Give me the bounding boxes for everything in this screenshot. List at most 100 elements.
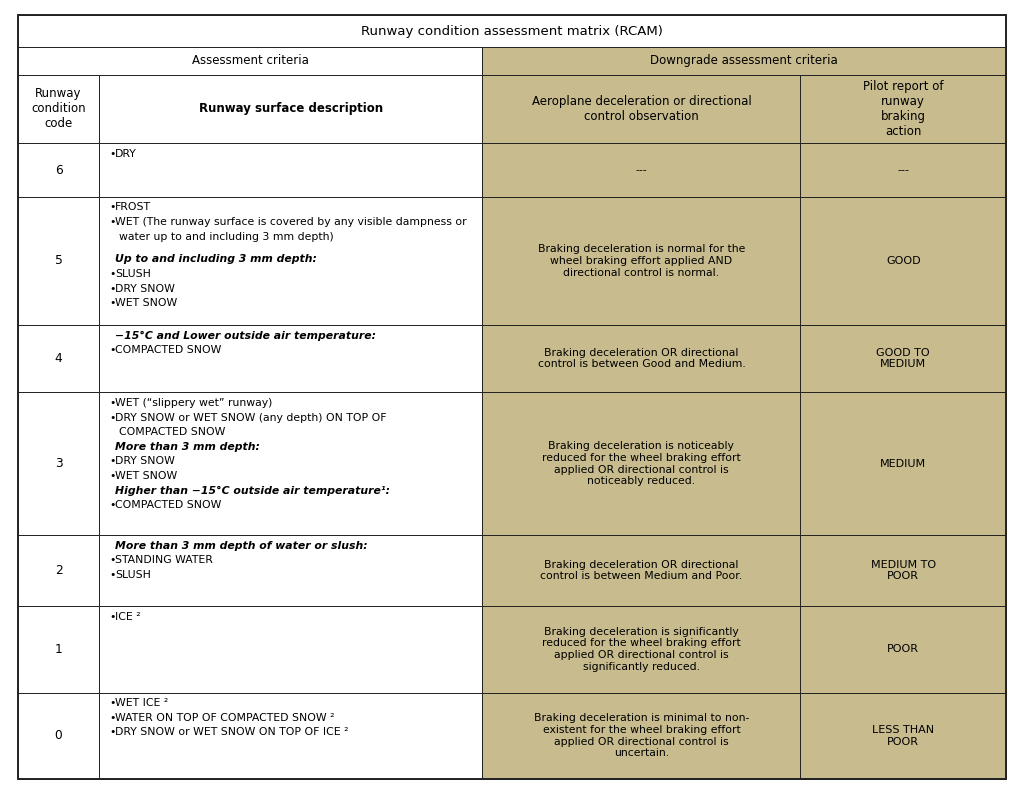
Text: •: • xyxy=(109,500,116,511)
Text: DRY: DRY xyxy=(115,148,137,159)
Text: GOOD: GOOD xyxy=(886,256,921,266)
Text: DRY SNOW: DRY SNOW xyxy=(115,283,175,294)
Text: Higher than −15°C outside air temperature¹:: Higher than −15°C outside air temperatur… xyxy=(115,486,390,495)
Text: Runway
condition
code: Runway condition code xyxy=(31,87,86,130)
Text: WET (The runway surface is covered by any visible dampness or: WET (The runway surface is covered by an… xyxy=(115,217,467,227)
Text: •: • xyxy=(109,148,116,159)
Bar xyxy=(482,144,801,197)
Text: Braking deceleration OR directional
control is between Medium and Poor.: Braking deceleration OR directional cont… xyxy=(541,560,742,581)
Text: POOR: POOR xyxy=(887,644,920,654)
Bar xyxy=(18,144,99,197)
Bar xyxy=(801,606,1006,692)
Text: Braking deceleration OR directional
control is between Good and Medium.: Braking deceleration OR directional cont… xyxy=(538,348,745,369)
Text: WET (“slippery wet” runway): WET (“slippery wet” runway) xyxy=(115,398,272,408)
Bar xyxy=(801,197,1006,325)
Text: SLUSH: SLUSH xyxy=(115,269,151,279)
Bar xyxy=(18,325,99,392)
Bar xyxy=(99,535,482,606)
Text: ICE ²: ICE ² xyxy=(115,611,140,622)
Text: Runway condition assessment matrix (RCAM): Runway condition assessment matrix (RCAM… xyxy=(361,25,663,37)
Bar xyxy=(99,392,482,535)
Text: WET SNOW: WET SNOW xyxy=(115,299,177,308)
Bar xyxy=(99,197,482,325)
Bar xyxy=(482,606,801,692)
Text: •: • xyxy=(109,698,116,708)
Text: Pilot report of
runway
braking
action: Pilot report of runway braking action xyxy=(863,80,943,138)
Text: COMPACTED SNOW: COMPACTED SNOW xyxy=(119,427,225,437)
Text: −15°C and Lower outside air temperature:: −15°C and Lower outside air temperature: xyxy=(115,330,376,341)
Text: •: • xyxy=(109,457,116,466)
Text: Up to and including 3 mm depth:: Up to and including 3 mm depth: xyxy=(115,254,316,264)
Bar xyxy=(18,75,99,144)
Text: WET SNOW: WET SNOW xyxy=(115,471,177,481)
Text: 4: 4 xyxy=(54,353,62,365)
Text: Braking deceleration is noticeably
reduced for the wheel braking effort
applied : Braking deceleration is noticeably reduc… xyxy=(542,441,740,486)
Text: •: • xyxy=(109,611,116,622)
Bar xyxy=(99,325,482,392)
Bar xyxy=(18,535,99,606)
Bar xyxy=(99,75,482,144)
Text: Assessment criteria: Assessment criteria xyxy=(191,54,308,67)
Text: FROST: FROST xyxy=(115,202,151,213)
Bar xyxy=(18,47,482,75)
Bar xyxy=(482,47,1006,75)
Bar xyxy=(801,692,1006,779)
Text: 6: 6 xyxy=(54,164,62,176)
Text: 3: 3 xyxy=(54,457,62,470)
Text: •: • xyxy=(109,471,116,481)
Text: •: • xyxy=(109,413,116,422)
Text: •: • xyxy=(109,217,116,227)
Text: ---: --- xyxy=(636,165,647,175)
Bar xyxy=(18,197,99,325)
Text: COMPACTED SNOW: COMPACTED SNOW xyxy=(115,500,221,511)
Text: SLUSH: SLUSH xyxy=(115,570,151,580)
Bar xyxy=(801,535,1006,606)
Text: •: • xyxy=(109,202,116,213)
Bar xyxy=(99,144,482,197)
Text: DRY SNOW: DRY SNOW xyxy=(115,457,175,466)
Bar xyxy=(18,692,99,779)
Text: •: • xyxy=(109,269,116,279)
Text: STANDING WATER: STANDING WATER xyxy=(115,555,213,565)
Text: •: • xyxy=(109,283,116,294)
Text: Runway surface description: Runway surface description xyxy=(199,102,383,115)
Text: MEDIUM TO
POOR: MEDIUM TO POOR xyxy=(870,560,936,581)
Text: GOOD TO
MEDIUM: GOOD TO MEDIUM xyxy=(877,348,930,369)
Text: 5: 5 xyxy=(54,254,62,268)
Text: DRY SNOW or WET SNOW (any depth) ON TOP OF: DRY SNOW or WET SNOW (any depth) ON TOP … xyxy=(115,413,386,422)
Bar xyxy=(482,535,801,606)
Text: MEDIUM: MEDIUM xyxy=(881,459,927,468)
Bar xyxy=(482,392,801,535)
Text: COMPACTED SNOW: COMPACTED SNOW xyxy=(115,345,221,355)
Text: DRY SNOW or WET SNOW ON TOP OF ICE ²: DRY SNOW or WET SNOW ON TOP OF ICE ² xyxy=(115,727,348,738)
Text: Downgrade assessment criteria: Downgrade assessment criteria xyxy=(650,54,838,67)
Bar xyxy=(99,692,482,779)
Text: •: • xyxy=(109,555,116,565)
Bar xyxy=(482,75,801,144)
Text: Braking deceleration is normal for the
wheel braking effort applied AND
directio: Braking deceleration is normal for the w… xyxy=(538,245,745,278)
Bar xyxy=(18,15,1006,47)
Text: WATER ON TOP OF COMPACTED SNOW ²: WATER ON TOP OF COMPACTED SNOW ² xyxy=(115,713,335,723)
Text: More than 3 mm depth:: More than 3 mm depth: xyxy=(115,441,260,452)
Text: 0: 0 xyxy=(54,729,62,742)
Text: Braking deceleration is minimal to non-
existent for the wheel braking effort
ap: Braking deceleration is minimal to non- … xyxy=(534,713,750,758)
Text: 1: 1 xyxy=(54,643,62,656)
Bar xyxy=(99,606,482,692)
Bar xyxy=(18,606,99,692)
Text: LESS THAN
POOR: LESS THAN POOR xyxy=(872,725,934,746)
Bar xyxy=(801,75,1006,144)
Text: water up to and including 3 mm depth): water up to and including 3 mm depth) xyxy=(119,232,334,241)
Text: Braking deceleration is significantly
reduced for the wheel braking effort
appli: Braking deceleration is significantly re… xyxy=(542,627,740,672)
Bar xyxy=(801,325,1006,392)
Text: WET ICE ²: WET ICE ² xyxy=(115,698,168,708)
Bar xyxy=(482,325,801,392)
Bar xyxy=(18,392,99,535)
Text: Aeroplane deceleration or directional
control observation: Aeroplane deceleration or directional co… xyxy=(531,95,752,123)
Text: More than 3 mm depth of water or slush:: More than 3 mm depth of water or slush: xyxy=(115,541,368,550)
Text: •: • xyxy=(109,727,116,738)
Text: •: • xyxy=(109,713,116,723)
Bar xyxy=(801,144,1006,197)
Bar xyxy=(482,197,801,325)
Text: 2: 2 xyxy=(54,564,62,577)
Bar xyxy=(482,692,801,779)
